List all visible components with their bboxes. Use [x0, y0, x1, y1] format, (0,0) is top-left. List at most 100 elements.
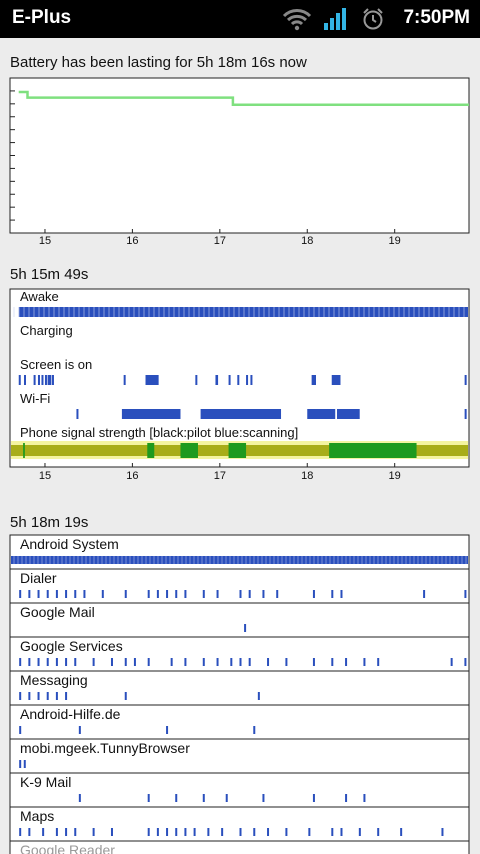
app-usage-tick	[166, 828, 169, 836]
app-usage-tick	[262, 794, 265, 802]
app-row-frame	[9, 704, 470, 740]
app-usage-tick	[262, 590, 265, 598]
app-usage-tick	[78, 726, 81, 734]
app-usage-tick	[202, 658, 205, 666]
app-usage-tick	[216, 590, 219, 598]
app-name[interactable]: Maps	[20, 808, 55, 824]
signal-strength-segment	[23, 443, 25, 458]
app-usage-tick	[65, 828, 68, 836]
app-usage-tick	[147, 590, 150, 598]
history-segment	[123, 375, 126, 385]
app-usage-tick	[74, 828, 77, 836]
app-row-frame	[9, 602, 470, 638]
app-usage-tick	[147, 828, 150, 836]
app-usage-tick	[257, 692, 260, 700]
app-usage-tick	[147, 794, 150, 802]
battery-level-chart	[9, 77, 470, 234]
app-usage-tick	[345, 794, 348, 802]
app-usage-tick	[331, 828, 334, 836]
app-usage-tick	[83, 590, 86, 598]
app-usage-tick	[46, 692, 49, 700]
app-usage-tick	[363, 658, 366, 666]
battery-level-line	[18, 90, 469, 106]
app-usage-tick	[133, 658, 136, 666]
battery-chart-frame	[9, 77, 470, 234]
history-x-tick-label: 16	[126, 470, 139, 482]
app-usage-tick	[156, 828, 159, 836]
app-usage-tick	[92, 658, 95, 666]
history-segment	[200, 409, 282, 419]
app-usage-tick	[248, 658, 251, 666]
app-name[interactable]: Google Reader	[20, 842, 115, 854]
app-usage-tick	[363, 794, 366, 802]
app-usage-tick	[253, 828, 256, 836]
history-segment	[49, 375, 52, 385]
app-usage-tick	[193, 828, 196, 836]
app-name[interactable]: Google Mail	[20, 604, 95, 620]
app-usage-tick	[184, 590, 187, 598]
app-usage-tick	[464, 658, 467, 666]
app-usage-tick	[184, 828, 187, 836]
app-usage-tick	[28, 658, 31, 666]
app-usage-tick	[312, 658, 315, 666]
history-duration-heading: 5h 15m 49s	[10, 266, 89, 283]
app-usage-tick	[340, 590, 343, 598]
battery-x-tick-label: 16	[126, 235, 139, 247]
app-name[interactable]: Dialer	[20, 570, 57, 586]
app-usage-tick	[46, 658, 49, 666]
app-usage-tick	[46, 590, 49, 598]
app-usage-tick	[19, 658, 22, 666]
app-usage-tick	[377, 658, 380, 666]
history-segment	[145, 375, 159, 385]
history-segment	[250, 375, 253, 385]
app-usage-tick	[156, 590, 159, 598]
history-segment	[336, 409, 360, 419]
battery-x-tick-label: 17	[213, 235, 226, 247]
app-usage-tick	[248, 590, 251, 598]
history-segment	[18, 375, 21, 385]
app-usage-tick	[74, 658, 77, 666]
app-usage-tick	[37, 692, 40, 700]
app-usage-tick	[37, 590, 40, 598]
app-name[interactable]: Google Services	[20, 638, 123, 654]
history-segment	[464, 375, 467, 385]
app-usage-tick	[166, 590, 169, 598]
app-usage-tick	[441, 828, 444, 836]
app-usage-tick	[331, 590, 334, 598]
state-history-chart	[9, 288, 470, 468]
app-usage-tick	[175, 794, 178, 802]
app-name[interactable]: Messaging	[20, 672, 88, 688]
app-usage-tick	[28, 590, 31, 598]
app-name[interactable]: Android-Hilfe.de	[20, 706, 121, 722]
history-segment	[246, 375, 249, 385]
app-name[interactable]: K-9 Mail	[20, 774, 72, 790]
app-usage-tick	[239, 658, 242, 666]
history-segment	[33, 375, 36, 385]
battery-x-tick-label: 19	[388, 235, 401, 247]
history-row-label: Screen is on	[20, 357, 93, 372]
battery-history-view[interactable]: Battery has been lasting for 5h 18m 16s …	[0, 38, 480, 854]
history-segment	[228, 375, 231, 385]
app-usage-tick	[285, 828, 288, 836]
app-usage-tick	[65, 658, 68, 666]
app-usage-tick	[345, 658, 348, 666]
app-usage-tick	[78, 794, 81, 802]
history-segment	[331, 375, 341, 385]
history-segment	[215, 375, 219, 385]
app-usage-tick	[239, 590, 242, 598]
app-name[interactable]: mobi.mgeek.TunnyBrowser	[20, 740, 190, 756]
app-usage-tick	[331, 658, 334, 666]
app-usage-tick	[202, 590, 205, 598]
battery-x-tick-label: 15	[38, 235, 52, 247]
history-segment	[18, 307, 468, 317]
app-usage-tick	[19, 726, 22, 734]
app-row-frame	[9, 738, 470, 774]
app-usage-tick	[19, 590, 22, 598]
signal-strength-segment	[147, 443, 155, 458]
history-segment	[41, 375, 44, 385]
history-segment	[237, 375, 240, 385]
app-name[interactable]: Android System	[20, 536, 119, 552]
app-usage-tick	[19, 828, 22, 836]
app-usage-tick	[340, 828, 343, 836]
app-usage-tick	[312, 794, 315, 802]
